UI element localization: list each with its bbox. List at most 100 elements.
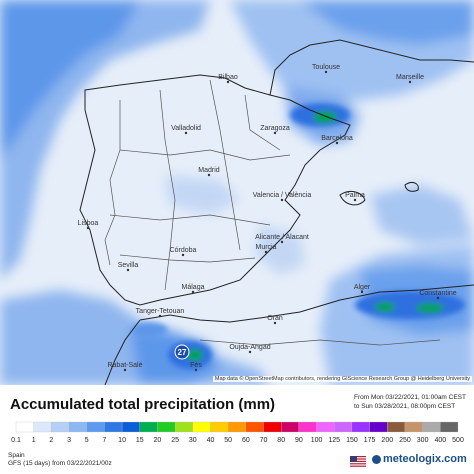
color-legend: 0.1 1 2 3 5 7 10 15 20 25 30 40 50 60 70 80 90 100 125 150 1… [11,421,464,444]
legend-label: 70 [260,437,268,444]
legend-swatch [139,421,158,433]
legend-swatch [15,421,34,433]
admin-borders [104,79,441,346]
legend-swatch [369,421,388,433]
city-label: Toulouse [312,64,340,71]
city-dot [436,296,440,300]
legend-swatch [210,421,229,433]
city-dot [324,70,328,74]
legend-label: 25 [171,437,179,444]
city-label: Alicante / Alacant [255,234,309,241]
city-label: Murcia [255,244,276,251]
region-name: Spain [8,452,25,459]
logo-icon [372,454,381,464]
period-to: to Sun 03/28/2021, 08:00pm CEST [353,403,456,410]
legend-label: 40 [207,437,215,444]
city-dot [158,314,162,318]
city-dot [264,250,268,254]
city-markers: Toulouse Marseille Bilbao Valladolid Zaragoz… [78,64,457,372]
legend-label: 20 [154,437,162,444]
city-dot [273,131,277,135]
city-dot [408,80,412,84]
legend-label: 150 [346,437,358,444]
city-label: Zaragoza [260,125,290,132]
legend-label: 10 [118,437,126,444]
footer-info: Spain GFS (15 days) from 03/22/2021/00z [8,452,112,468]
city-label: Sevilla [118,262,139,269]
city-label: Tanger-Tetouan [136,308,185,315]
legend-label: 30 [189,437,197,444]
city-label: Oran [267,315,283,322]
city-dot [280,240,284,244]
city-dot [273,321,277,325]
valid-period: From Mon 03/22/2021, 01:00am CEST to Sun… [354,393,466,411]
city-dot [280,198,284,202]
precipitation-map[interactable]: Toulouse Marseille Bilbao Valladolid Zaragoz… [0,0,474,386]
legend-label: 500 [452,437,464,444]
city-label: Marseille [396,74,424,81]
legend-label: 60 [242,437,250,444]
legend-swatch [316,421,335,433]
legend-swatch [33,421,52,433]
legend-swatch [245,421,264,433]
brand-logo[interactable]: meteologix.com [372,453,467,465]
legend-label: 100 [311,437,323,444]
legend-swatch [228,421,246,433]
legend-label: 3 [67,437,71,444]
legend-label: 50 [224,437,232,444]
legend-label: 5 [85,437,89,444]
period-from: From Mon 03/22/2021, 01:00am CEST [353,394,466,401]
legend-swatch [104,421,123,433]
legend-swatch [298,421,317,433]
legend-swatch [422,421,441,433]
legend-label: 400 [434,437,446,444]
us-flag-icon[interactable] [350,456,366,467]
legend-label: 7 [102,437,106,444]
legend-label: 80 [277,437,285,444]
city-dot [207,173,211,177]
legend-label: 200 [381,437,393,444]
city-label: Oujda-Angad [229,344,270,351]
map-canvas: Toulouse Marseille Bilbao Valladolid Zaragoz… [0,0,474,386]
coastlines [79,39,474,386]
legend-swatch [192,421,211,433]
city-label: Palma [345,192,365,199]
map-credit: Map data © OpenStreetMap contributors, r… [212,376,472,382]
city-dot [123,368,127,372]
legend-swatch [387,421,406,433]
city-dot [86,226,90,230]
legend-label: 2 [49,437,53,444]
city-dot [360,290,364,294]
legend-label: 1 [32,437,36,444]
legend-label: 90 [295,437,303,444]
legend-label: 0.1 [11,437,21,444]
city-dot [226,80,230,84]
city-label: Fès [190,362,202,369]
legend-label: 250 [399,437,411,444]
city-label: Bilbao [218,74,238,81]
city-label: Córdoba [170,247,197,254]
legend-swatch [281,421,300,433]
chart-title: Accumulated total precipitation (mm) [10,396,276,413]
legend-swatch [121,421,140,433]
legend-swatch [440,421,459,433]
city-dot [126,268,130,272]
city-dot [181,253,185,257]
legend-swatch [51,421,70,433]
city-dot [184,131,188,135]
legend-swatch [334,421,353,433]
legend-swatch [157,421,176,433]
legend-label: 15 [136,437,144,444]
city-label: Barcelona [321,135,353,142]
city-label: Valencia / València [253,192,312,199]
legend-swatch [68,421,87,433]
max-value-marker[interactable]: 27 [174,344,190,360]
legend-swatch [86,421,105,433]
legend-swatch [351,421,370,433]
city-dot [194,368,198,372]
legend-label: 300 [417,437,429,444]
legend-swatch [263,421,282,433]
city-label: Rabat-Salé [107,362,142,369]
max-value-label: 27 [178,348,187,357]
